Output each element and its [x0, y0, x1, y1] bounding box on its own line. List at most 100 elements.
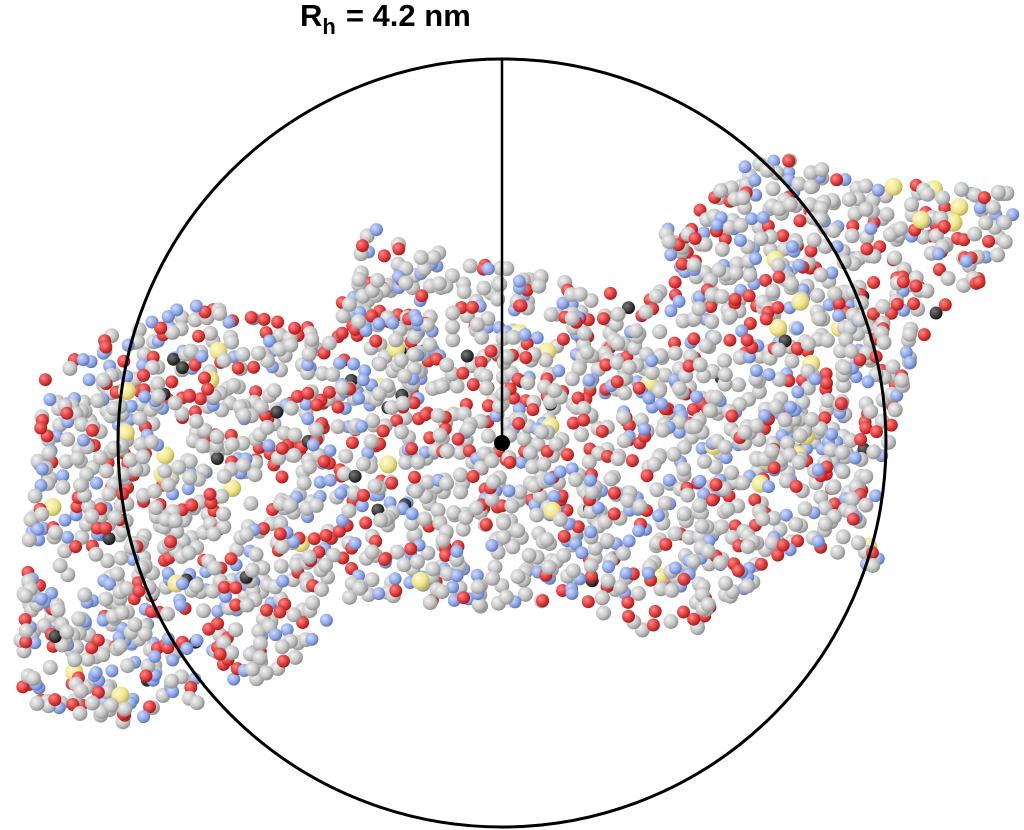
atom — [364, 544, 380, 560]
atom — [863, 404, 879, 420]
atom — [728, 292, 742, 306]
atom — [768, 399, 784, 415]
atom — [456, 366, 470, 380]
atom — [662, 473, 676, 487]
atom — [735, 190, 751, 206]
atom — [844, 491, 860, 507]
atom — [691, 301, 707, 317]
atom — [825, 266, 839, 280]
atom — [99, 463, 114, 479]
atom — [790, 321, 804, 335]
atom — [361, 446, 375, 460]
atom — [754, 557, 768, 571]
atom — [283, 400, 299, 416]
atom — [655, 397, 669, 411]
atom — [244, 661, 260, 677]
atom — [638, 304, 654, 320]
atom — [764, 535, 780, 551]
atom — [330, 419, 346, 435]
atom — [373, 512, 389, 528]
atom — [167, 513, 183, 529]
atom — [185, 498, 199, 512]
atom — [287, 427, 303, 443]
atom — [803, 179, 819, 195]
atom — [478, 368, 494, 384]
atom — [166, 653, 180, 667]
atom — [389, 584, 403, 598]
atom — [355, 456, 371, 472]
atom — [536, 456, 552, 472]
atom — [430, 502, 446, 518]
atom — [919, 186, 935, 202]
atom — [150, 376, 166, 392]
atom — [192, 329, 206, 343]
atom — [655, 422, 671, 438]
atom — [834, 444, 850, 460]
atom — [713, 183, 729, 199]
atom — [98, 591, 114, 607]
atom — [287, 535, 301, 549]
atom — [938, 298, 952, 312]
atom — [885, 359, 901, 375]
atom — [780, 435, 795, 451]
atom — [521, 547, 537, 563]
atom — [552, 511, 568, 527]
center-dot — [494, 435, 510, 451]
atom — [830, 544, 846, 560]
atom — [112, 638, 128, 654]
atom — [341, 296, 357, 312]
atom — [648, 604, 662, 618]
atom — [27, 488, 43, 504]
atom — [286, 448, 302, 463]
atom — [712, 555, 728, 571]
atom — [681, 529, 697, 545]
atom — [308, 498, 324, 513]
atom — [735, 475, 751, 491]
atom — [664, 304, 678, 318]
atom — [101, 486, 117, 502]
atom — [854, 433, 868, 446]
atom — [273, 527, 287, 541]
atom — [568, 472, 584, 488]
atom — [721, 219, 737, 235]
atom — [959, 254, 973, 268]
atom — [745, 212, 758, 226]
atom — [841, 192, 857, 207]
atom — [167, 395, 183, 411]
atom — [771, 342, 787, 358]
atom — [135, 449, 151, 465]
atom — [603, 471, 619, 487]
atom — [504, 498, 520, 514]
atom — [323, 473, 337, 487]
atom — [211, 617, 225, 631]
atom — [247, 360, 261, 374]
atom — [166, 685, 180, 699]
atom — [224, 552, 238, 566]
atom — [737, 424, 753, 440]
atom — [932, 247, 945, 261]
atom — [372, 317, 386, 331]
atom — [184, 680, 198, 694]
atom — [843, 433, 859, 448]
atom — [77, 433, 90, 447]
atom — [404, 516, 420, 531]
atom — [216, 468, 232, 484]
atom — [675, 257, 689, 271]
atom — [90, 393, 106, 409]
atom — [77, 587, 93, 603]
atom — [314, 582, 329, 597]
atom — [137, 626, 153, 642]
atom — [725, 409, 739, 423]
atom — [743, 317, 757, 330]
atom — [929, 306, 943, 320]
atom — [71, 611, 87, 627]
atom — [205, 583, 221, 599]
atom — [659, 537, 673, 551]
atom — [859, 421, 873, 435]
atom — [355, 419, 368, 433]
atom — [740, 539, 756, 555]
atom — [405, 442, 419, 456]
atom — [274, 539, 290, 555]
atom — [480, 428, 496, 444]
